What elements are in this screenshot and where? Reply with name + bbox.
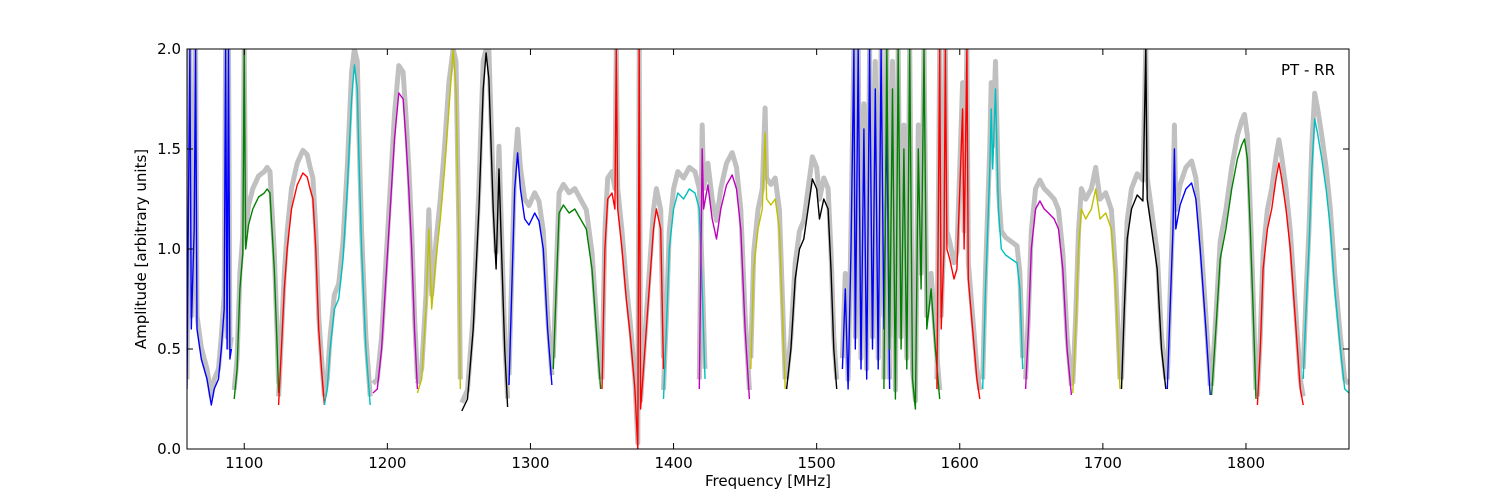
- background-trace-14: [784, 154, 840, 380]
- series-line-band-12: [698, 148, 751, 400]
- series-line-band-23: [1210, 138, 1257, 400]
- background-trace-18: [980, 58, 1026, 380]
- background-trace-25: [1300, 90, 1349, 386]
- series-line-band-11: [662, 188, 706, 400]
- series-line-band-6: [416, 49, 461, 394]
- x-tick-label: 1400: [654, 454, 692, 472]
- x-tick-label: 1700: [1084, 454, 1122, 472]
- series-line-band-8: [508, 152, 553, 386]
- annotation-label: PT - RR: [1281, 61, 1335, 79]
- series-line-band-15: [841, 49, 891, 390]
- series-line-band-17: [936, 49, 981, 400]
- series-line-band-18: [982, 88, 1024, 390]
- background-trace-8: [506, 126, 555, 376]
- series-line-band-9: [552, 204, 602, 390]
- x-tick-label: 1100: [225, 454, 263, 472]
- series-line-band-2: [233, 49, 280, 400]
- series-line-band-5: [372, 92, 419, 394]
- plot-bands: [187, 49, 1349, 449]
- x-tick-label: 1500: [798, 454, 836, 472]
- background-trace-9: [550, 181, 604, 380]
- series-line-band-24: [1256, 162, 1304, 406]
- series-line-band-14: [785, 178, 838, 390]
- series-line-band-13: [750, 132, 786, 390]
- x-axis: 1100 1200 1300 1400 1500 1600 1700 1800: [225, 49, 1265, 472]
- series-line-band-10: [601, 49, 665, 449]
- background-trace-20: [1070, 164, 1123, 384]
- series-line-band-3: [277, 172, 326, 406]
- background-trace-19: [1023, 177, 1074, 387]
- series-line-band-21: [1120, 49, 1167, 390]
- background-trace-2: [231, 49, 282, 391]
- y-tick-label: 0.5: [157, 340, 181, 358]
- y-axis-label: Amplitude [arbitrary units]: [132, 149, 150, 349]
- y-tick-label: 1.5: [157, 140, 181, 158]
- y-tick-label: 2.0: [157, 40, 181, 58]
- x-axis-label: Frequency [MHz]: [705, 472, 831, 490]
- series-line-band-22: [1166, 148, 1211, 396]
- background-trace-23: [1209, 111, 1259, 391]
- x-tick-label: 1200: [368, 454, 406, 472]
- x-tick-label: 1300: [511, 454, 549, 472]
- series-line-band-16: [883, 49, 941, 410]
- series-line-band-1: [187, 49, 233, 406]
- background-trace-24: [1254, 137, 1306, 397]
- background-trace-10: [599, 49, 666, 446]
- series-line-band-4: [323, 64, 371, 406]
- series-line-band-20: [1072, 188, 1121, 394]
- background-trace-5: [371, 63, 420, 386]
- y-axis: 0.0 0.5 1.0 1.5 2.0: [157, 40, 1349, 458]
- y-tick-label: 1.0: [157, 240, 181, 258]
- y-tick-label: 0.0: [157, 440, 181, 458]
- background-trace-21: [1119, 49, 1169, 380]
- series-line-band-19: [1024, 200, 1073, 396]
- x-tick-label: 1800: [1227, 454, 1265, 472]
- x-tick-label: 1600: [941, 454, 979, 472]
- series-line-band-25: [1302, 118, 1349, 394]
- series-line-band-7: [461, 52, 509, 412]
